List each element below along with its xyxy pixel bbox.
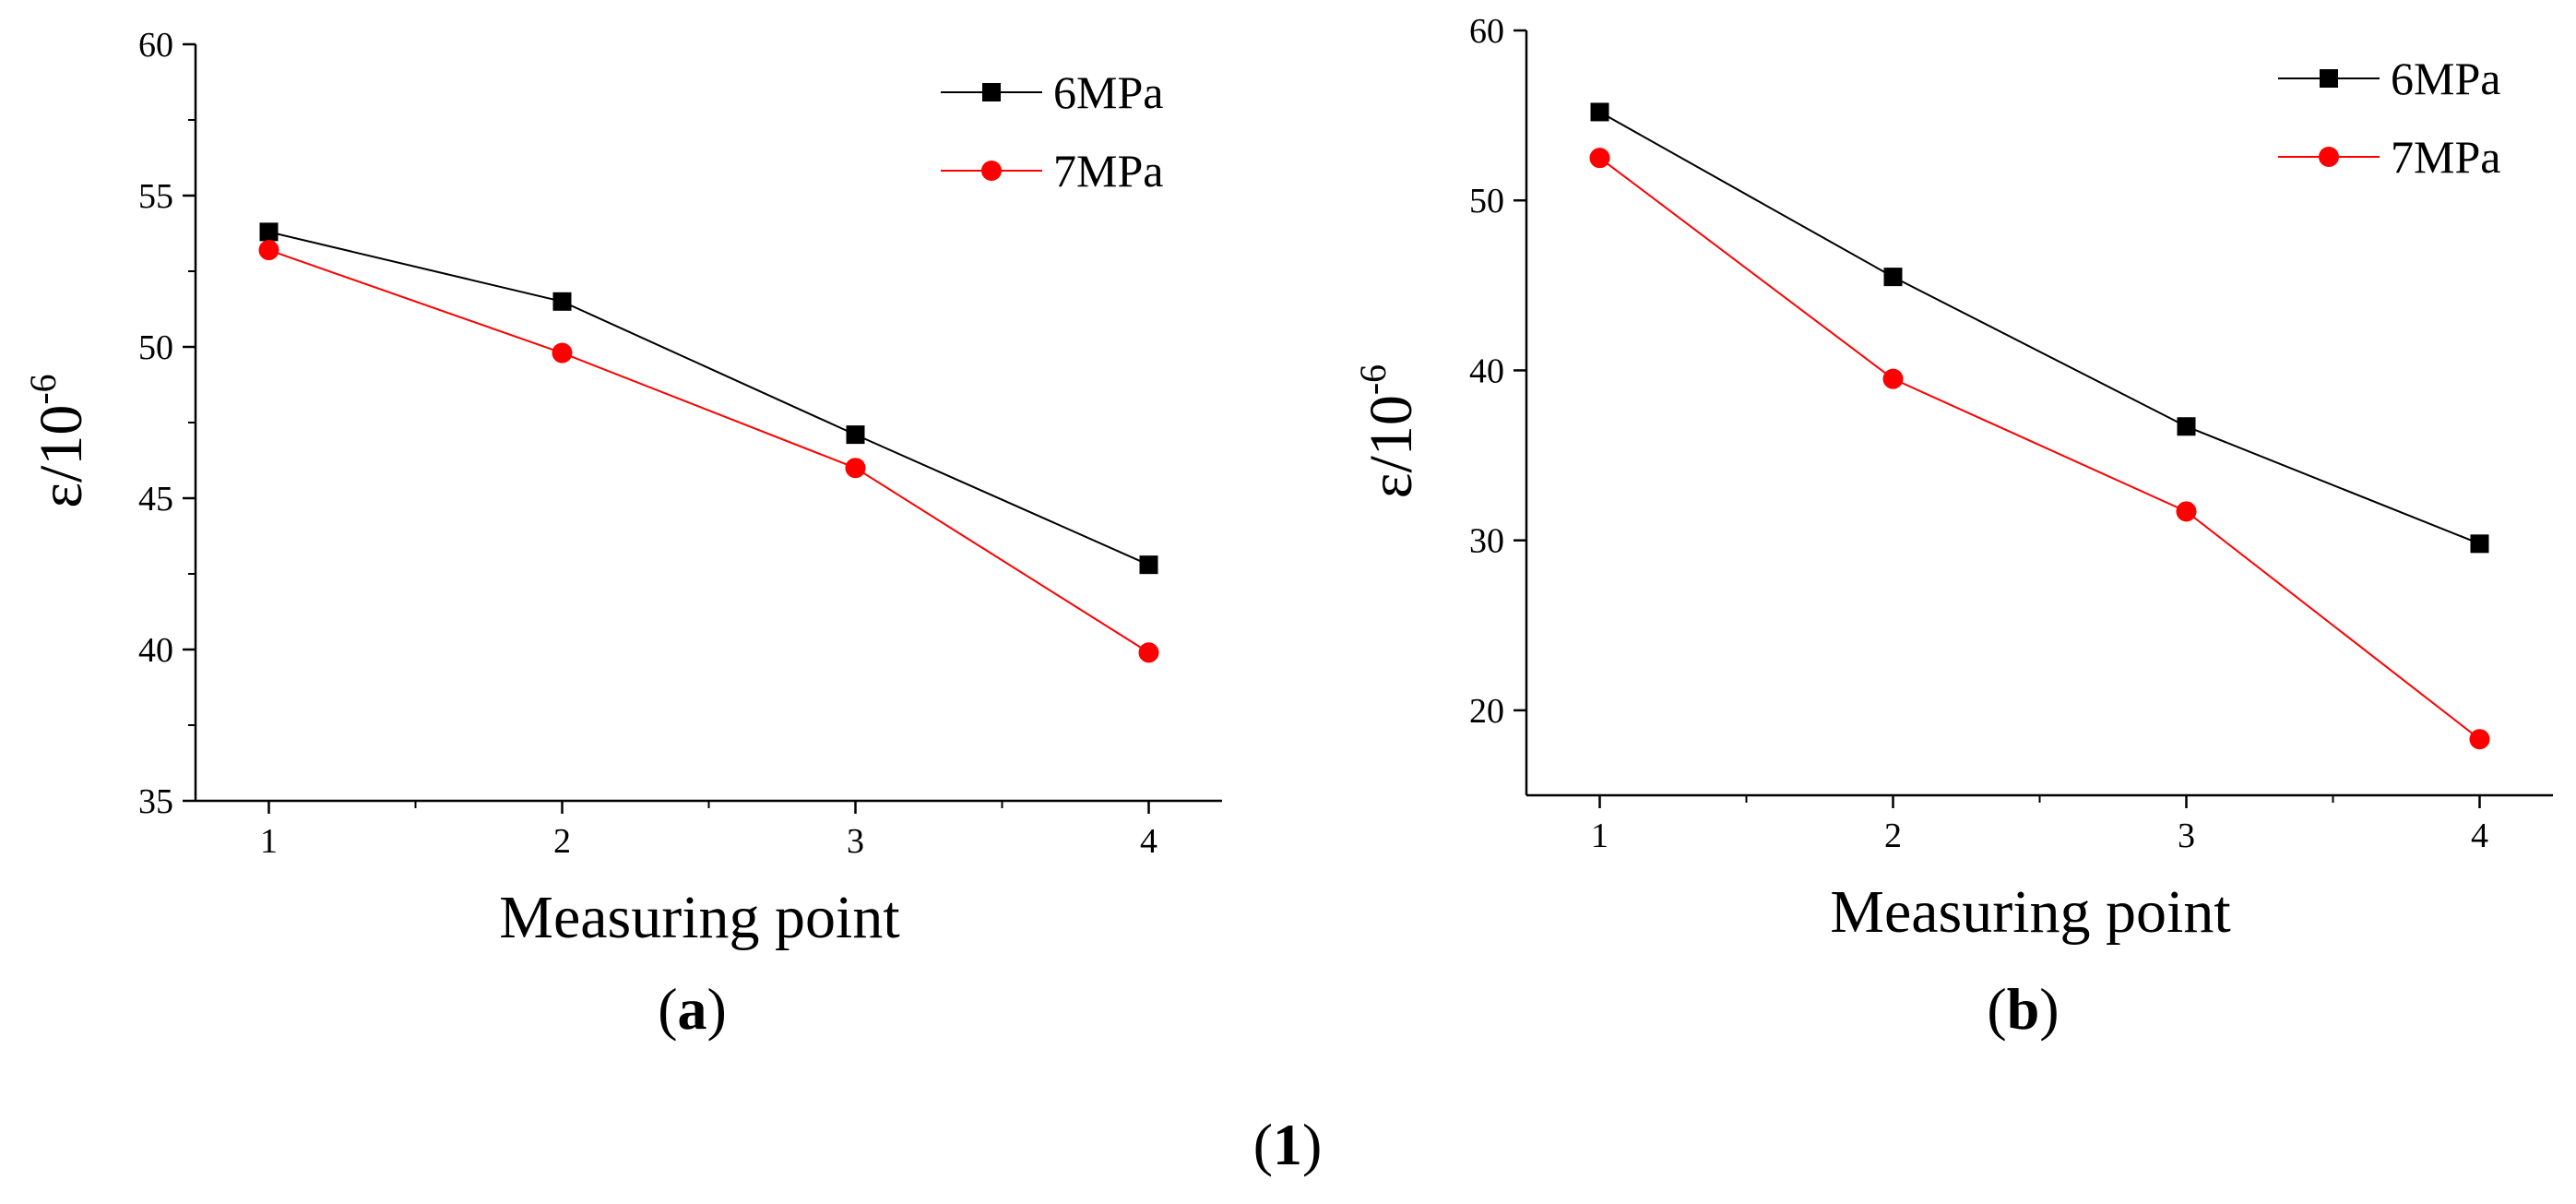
x-axis-title-b: Measuring point xyxy=(1830,878,2230,946)
data-point-a-7MPa xyxy=(552,342,573,364)
x-tick-label-a: 1 xyxy=(260,822,278,861)
data-point-b-7MPa xyxy=(1589,148,1610,169)
panel-label-id-a: a xyxy=(678,976,707,1042)
x-tick-label-b: 3 xyxy=(2178,817,2195,855)
panel-label-close-b: ) xyxy=(2039,976,2059,1042)
data-point-a-6MPa xyxy=(259,222,279,242)
y-tick-label-a: 55 xyxy=(138,177,173,216)
data-point-b-7MPa xyxy=(2176,501,2197,522)
data-point-a-6MPa xyxy=(846,425,865,445)
data-point-b-6MPa xyxy=(2470,534,2489,554)
data-point-b-6MPa xyxy=(1590,102,1609,122)
x-tick-label-b: 4 xyxy=(2471,817,2488,855)
figure-caption-id: 1 xyxy=(1273,1112,1302,1177)
y-tick-label-a: 40 xyxy=(138,631,173,670)
legend-marker-a-7MPa xyxy=(981,161,1002,181)
figure-caption-close: ) xyxy=(1302,1112,1322,1177)
y-axis-title-b: ε/10-6 xyxy=(1352,364,1425,498)
data-point-a-6MPa xyxy=(552,292,572,311)
y-axis-title-base-b: ε/10 xyxy=(1358,395,1425,498)
data-point-b-6MPa xyxy=(2177,417,2196,436)
legend-label-b-7MPa: 7MPa xyxy=(2391,131,2500,183)
y-tick-label-a: 45 xyxy=(138,480,173,519)
chart-panel-a: 35 40 45 50 55 60 1 2 3 4 Measuring point ε/10-6 6MP… xyxy=(22,26,1222,1042)
x-tick-label-a: 4 xyxy=(1140,822,1157,861)
legend-label-b-6MPa: 6MPa xyxy=(2391,53,2500,104)
y-tick-label-b: 30 xyxy=(1469,522,1504,561)
panel-label-b: (b) xyxy=(1987,976,2059,1042)
y-tick-label-b: 60 xyxy=(1469,12,1504,51)
y-tick-label-b: 20 xyxy=(1469,692,1504,731)
y-tick-label-b: 50 xyxy=(1469,182,1504,221)
panel-label-close-a: ) xyxy=(707,976,727,1042)
panel-label-open-b: ( xyxy=(1987,976,2006,1042)
y-axis-title-base-a: ε/10 xyxy=(28,405,95,508)
y-tick-label-b: 40 xyxy=(1469,352,1504,390)
legend-label-a-6MPa: 6MPa xyxy=(1053,66,1163,118)
panel-label-open-a: ( xyxy=(658,976,677,1042)
x-tick-label-b: 2 xyxy=(1884,817,1902,855)
data-point-a-7MPa xyxy=(1138,642,1159,663)
series-line-b-6MPa xyxy=(1599,111,2480,545)
data-point-b-7MPa xyxy=(2469,729,2490,750)
y-axis-title-exp-a: -6 xyxy=(22,374,64,404)
data-point-a-7MPa xyxy=(845,458,866,479)
data-point-a-7MPa xyxy=(258,240,279,261)
y-axis-title-a: ε/10-6 xyxy=(22,374,95,507)
x-tick-label-a: 3 xyxy=(847,822,864,861)
figure-caption-open: ( xyxy=(1253,1112,1273,1177)
x-tick-label-b: 1 xyxy=(1591,817,1609,855)
y-tick-label-a: 50 xyxy=(138,328,173,367)
y-tick-label-a: 35 xyxy=(138,782,173,821)
panel-label-id-b: b xyxy=(2007,976,2040,1042)
data-point-a-6MPa xyxy=(1139,555,1158,575)
figure-caption: (1) xyxy=(1253,1112,1323,1177)
y-axis-title-exp-b: -6 xyxy=(1352,364,1394,395)
legend-marker-a-6MPa xyxy=(982,83,1001,101)
chart-panel-b: 20 30 40 50 60 1 2 3 4 Measuring point ε/10-6 6MPa 7… xyxy=(1352,12,2553,1042)
x-axis-title-a: Measuring point xyxy=(499,884,899,951)
series-line-a-7MPa xyxy=(268,249,1150,654)
legend-label-a-7MPa: 7MPa xyxy=(1053,145,1163,197)
y-tick-label-a: 60 xyxy=(138,26,173,65)
x-tick-label-a: 2 xyxy=(553,822,571,861)
data-point-b-7MPa xyxy=(1882,368,1904,389)
panel-label-a: (a) xyxy=(658,976,727,1042)
series-line-a-6MPa xyxy=(268,231,1149,566)
data-point-b-6MPa xyxy=(1883,268,1903,287)
series-line-b-7MPa xyxy=(1598,157,2481,740)
legend-marker-b-6MPa xyxy=(2320,69,2338,88)
legend-marker-b-7MPa xyxy=(2319,147,2339,167)
